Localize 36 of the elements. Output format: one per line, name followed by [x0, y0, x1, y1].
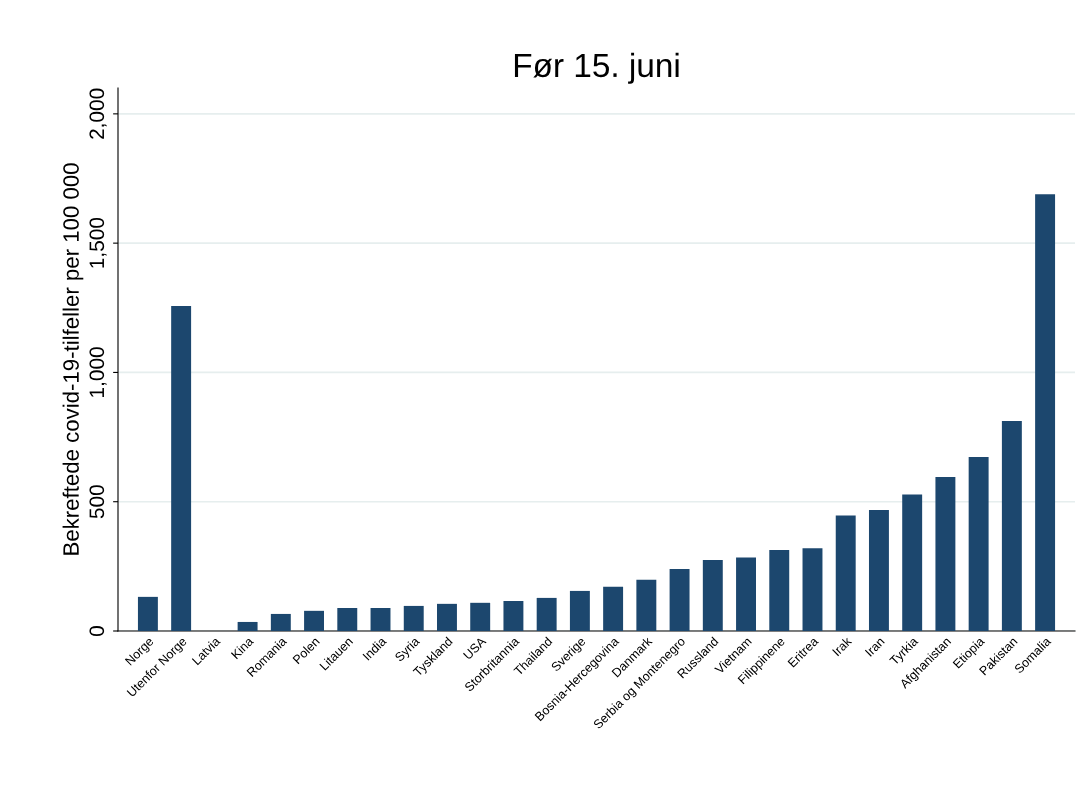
bar [702, 559, 723, 631]
y-tick-label: 1,000 [89, 347, 107, 397]
y-tick-label: 1,500 [89, 217, 107, 268]
bar [437, 603, 457, 631]
bar [835, 515, 856, 631]
bar [1001, 421, 1022, 631]
bar [237, 621, 258, 631]
bar [470, 602, 491, 631]
y-tick-label: 2,000 [89, 88, 107, 139]
bar [304, 610, 325, 631]
bar [569, 590, 590, 631]
x-tick-label: Iran [864, 636, 885, 657]
bar [736, 557, 756, 631]
bar [337, 607, 358, 631]
bar [370, 607, 391, 631]
chart-title: Før 15. juni [514, 52, 679, 84]
y-tick-label: 0 [89, 626, 105, 636]
y-axis-title: Bekreftede covid-19-tilfeller per 100 000 [62, 163, 84, 555]
bar [902, 494, 923, 631]
bar [403, 605, 424, 631]
x-tick-label: Irak [831, 635, 853, 657]
bar [868, 509, 889, 631]
bar [270, 613, 291, 631]
bar [769, 550, 790, 631]
bar [171, 305, 192, 631]
bar [1035, 194, 1056, 631]
bar [603, 586, 624, 631]
bar [968, 456, 989, 631]
bar [669, 568, 690, 631]
bar [935, 476, 956, 631]
y-tick-label: 500 [89, 485, 105, 519]
bar [503, 601, 524, 631]
bar [536, 597, 557, 631]
bar [802, 548, 823, 631]
bar [137, 596, 158, 631]
bar [636, 579, 657, 631]
